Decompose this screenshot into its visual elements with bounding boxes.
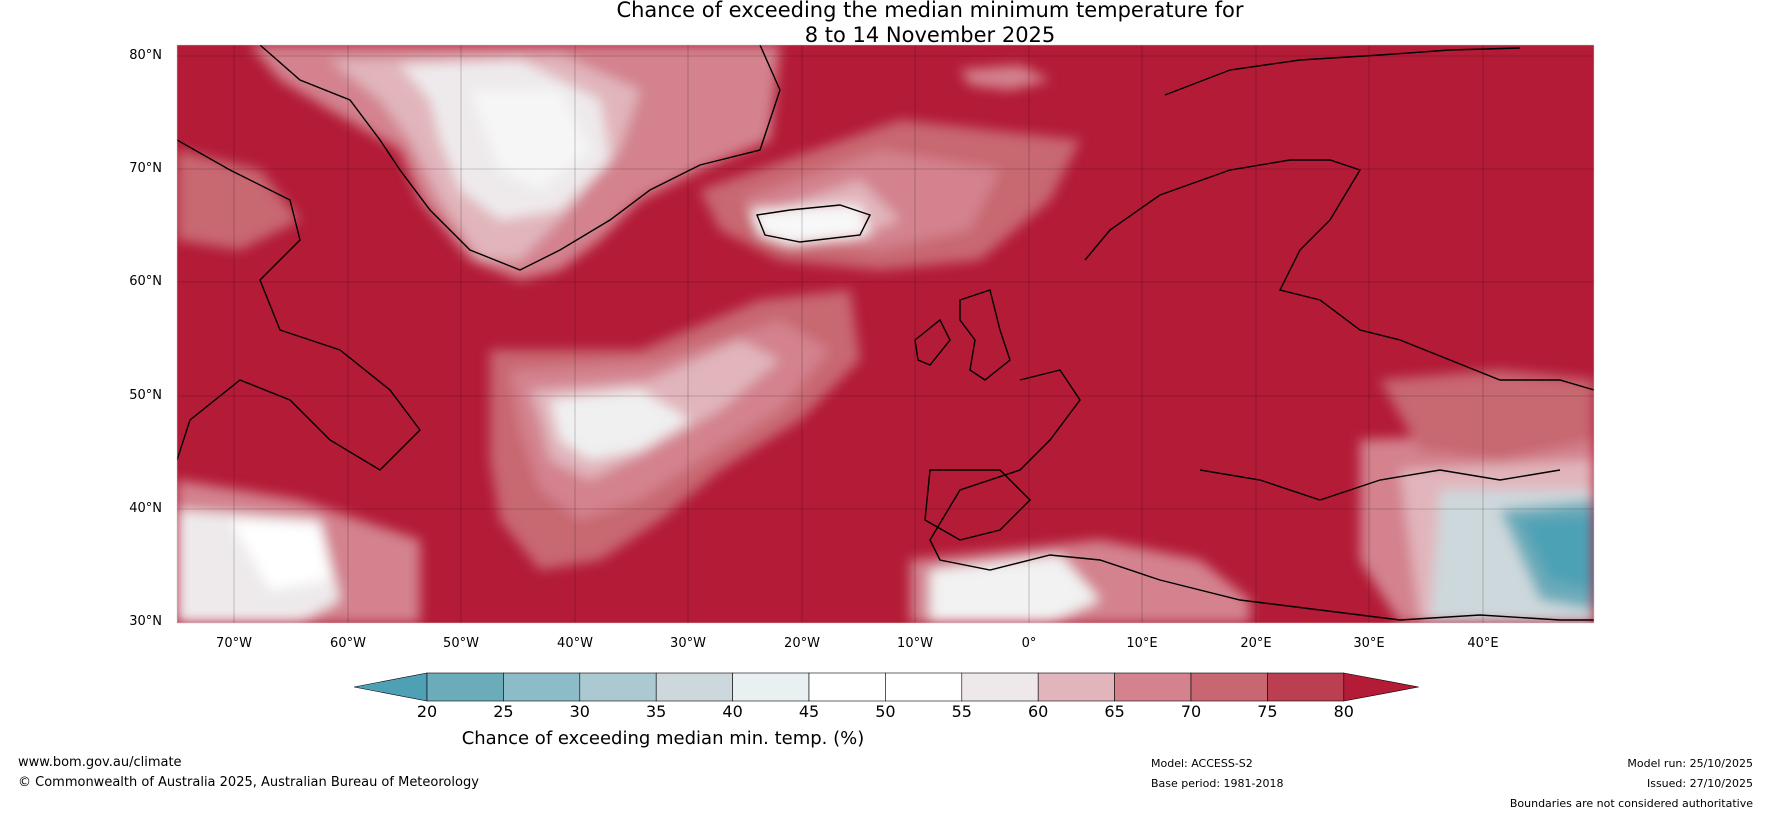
lon-label-10w: 10°W — [897, 636, 933, 651]
colorbar-tick-65: 65 — [1104, 702, 1125, 721]
colorbar-tick-50: 50 — [875, 702, 896, 721]
colorbar-extend-high — [1343, 672, 1419, 702]
colorbar-tick-70: 70 — [1180, 702, 1202, 721]
coastlines — [177, 45, 1594, 621]
lon-label-40w: 40°W — [557, 636, 593, 651]
lon-label-60w: 60°W — [330, 636, 366, 651]
lon-label-0: 0° — [1021, 636, 1037, 651]
lat-label-30n: 30°N — [129, 614, 162, 629]
footer-disclaimer: Boundaries are not considered authoritat… — [1509, 797, 1753, 810]
colorbar-tick-30: 30 — [569, 702, 590, 721]
footer-website[interactable]: www.bom.gov.au/climate — [18, 755, 182, 770]
lat-label-40n: 40°N — [129, 501, 162, 516]
lon-label-10e: 10°E — [1126, 636, 1158, 651]
colorbar-bin-35-40 — [655, 672, 733, 702]
colorbar-bin-60-65 — [1037, 672, 1115, 702]
colorbar-tick-55: 55 — [951, 702, 972, 721]
colorbar-bin-45-50 — [808, 672, 886, 702]
colorbar-bin-25-30 — [503, 672, 581, 702]
lat-label-70n: 70°N — [129, 161, 162, 176]
colorbar-tick-40: 40 — [722, 702, 743, 721]
footer-model-run: Model run: 25/10/2025 — [1627, 757, 1753, 770]
colorbar-bin-20-25 — [426, 672, 504, 702]
colorbar-bin-40-45 — [732, 672, 810, 702]
colorbar-extend-low — [353, 672, 428, 702]
footer-issued: Issued: 27/10/2025 — [1646, 777, 1753, 790]
lon-label-30e: 30°E — [1353, 636, 1385, 651]
footer-base-period: Base period: 1981-2018 — [1151, 777, 1284, 790]
colorbar-tick-20: 20 — [416, 702, 438, 721]
colorbar-tick-75: 75 — [1257, 702, 1278, 721]
lon-label-70w: 70°W — [216, 636, 252, 651]
colorbar-bin-65-70 — [1114, 672, 1192, 702]
lat-label-60n: 60°N — [129, 274, 162, 289]
lon-label-50w: 50°W — [443, 636, 479, 651]
colorbar-bin-50-55 — [885, 672, 963, 702]
colorbar-tick-25: 25 — [493, 702, 514, 721]
footer-model: Model: ACCESS-S2 — [1151, 757, 1253, 770]
graticule — [177, 45, 1594, 623]
colorbar-tick-45: 45 — [798, 702, 820, 721]
lon-label-20w: 20°W — [784, 636, 820, 651]
map-frame — [176, 44, 1595, 624]
lon-label-30w: 30°W — [670, 636, 706, 651]
colorbar-tick-35: 35 — [646, 702, 667, 721]
colorbar-tick-80: 80 — [1333, 702, 1354, 721]
map-area[interactable] — [177, 45, 1594, 623]
map-title: Chance of exceeding the median minimum t… — [0, 0, 1770, 48]
colorbar-bin-55-60 — [961, 672, 1039, 702]
colorbar-title: Chance of exceeding median min. temp. (%… — [461, 728, 865, 749]
lon-label-20e: 20°E — [1240, 636, 1272, 651]
colorbar-bin-70-75 — [1190, 672, 1268, 702]
title-line-1: Chance of exceeding the median minimum t… — [616, 0, 1244, 22]
colorbar-bin-30-35 — [579, 672, 657, 702]
lat-label-80n: 80°N — [129, 48, 162, 63]
title-line-2: 8 to 14 November 2025 — [804, 23, 1056, 47]
lat-label-50n: 50°N — [129, 388, 162, 403]
colorbar[interactable] — [353, 672, 1419, 702]
colorbar-tick-60: 60 — [1028, 702, 1049, 721]
lon-label-40e: 40°E — [1467, 636, 1499, 651]
footer-copyright: © Commonwealth of Australia 2025, Austra… — [18, 775, 479, 790]
anomaly-patches — [177, 45, 1594, 623]
colorbar-bin-75-80 — [1267, 672, 1345, 702]
